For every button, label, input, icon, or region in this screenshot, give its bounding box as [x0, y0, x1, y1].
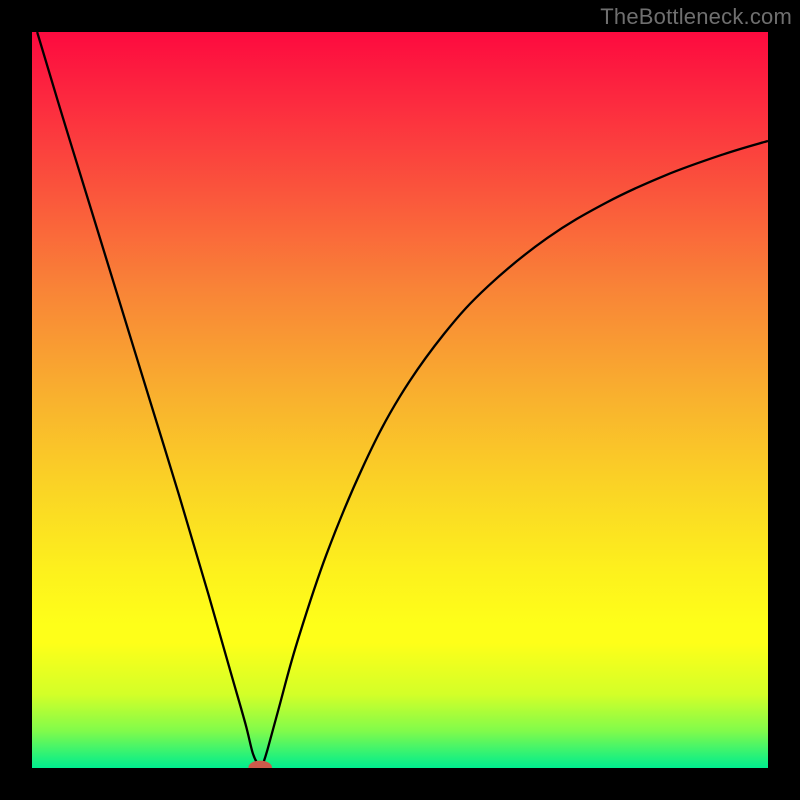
bottleneck-curve [32, 32, 768, 768]
minimum-marker [248, 761, 272, 768]
watermark-text: TheBottleneck.com [600, 4, 792, 30]
plot-area [32, 32, 768, 768]
chart-frame: TheBottleneck.com [0, 0, 800, 800]
curve-left-branch [37, 32, 259, 766]
curve-right-branch [262, 141, 768, 766]
